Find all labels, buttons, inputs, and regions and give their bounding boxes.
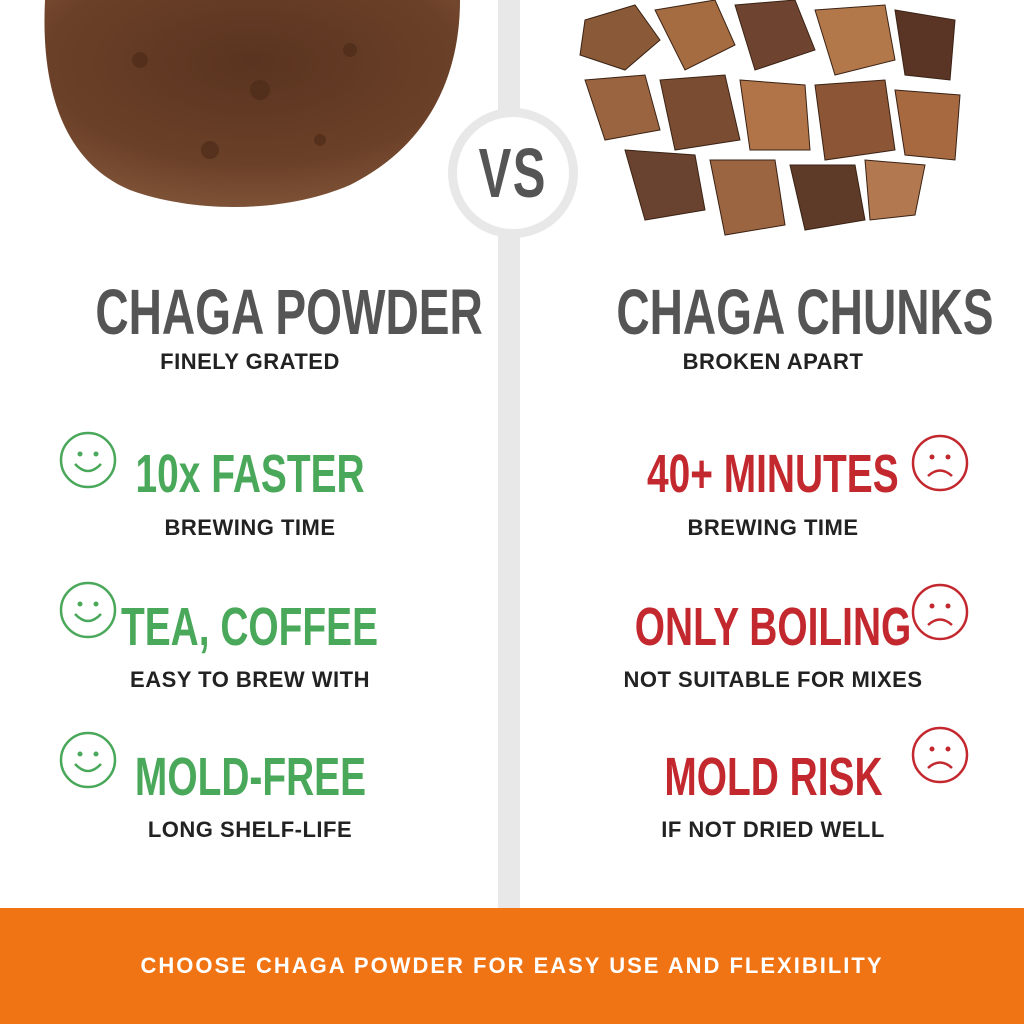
right-title: CHAGA CHUNKS xyxy=(543,275,1003,349)
left-title-text: CHAGA POWDER xyxy=(95,276,483,348)
banner-text: CHOOSE CHAGA POWDER FOR EASY USE AND FLE… xyxy=(140,953,884,978)
call-to-action-banner: CHOOSE CHAGA POWDER FOR EASY USE AND FLE… xyxy=(0,908,1024,1024)
vs-label: VS xyxy=(478,134,548,212)
right-feature-1-heading: 40+ MINUTES xyxy=(647,444,899,504)
right-feature-3-heading: MOLD RISK xyxy=(663,747,883,807)
right-feature-2-heading: ONLY BOILING xyxy=(634,597,912,657)
left-title: CHAGA POWDER xyxy=(20,275,483,349)
left-feature-3-heading: MOLD-FREE xyxy=(134,747,366,807)
smiley-face-icon xyxy=(59,731,117,789)
left-feature-1-detail: BREWING TIME xyxy=(164,515,336,540)
chaga-chunks-image xyxy=(579,0,961,236)
right-feature-3-detail: IF NOT DRIED WELL xyxy=(661,817,885,842)
sad-face-icon xyxy=(911,583,969,641)
left-feature-1-heading: 10x FASTER xyxy=(135,444,365,504)
smiley-face-icon xyxy=(59,581,117,639)
smiley-face-icon xyxy=(59,431,117,489)
right-feature-1-detail: BREWING TIME xyxy=(687,515,859,540)
left-feature-3-detail: LONG SHELF-LIFE xyxy=(147,817,353,842)
sad-face-icon xyxy=(911,434,969,492)
left-feature-2-detail: EASY TO BREW WITH xyxy=(130,667,370,692)
right-title-text: CHAGA CHUNKS xyxy=(616,276,994,348)
left-feature-2-heading: TEA, COFFEE xyxy=(121,597,379,657)
right-feature-2-detail: NOT SUITABLE FOR MIXES xyxy=(623,667,923,692)
chaga-powder-image xyxy=(44,0,460,208)
sad-face-icon xyxy=(911,726,969,784)
vs-badge: VS xyxy=(448,108,578,238)
left-subtitle: FINELY GRATED xyxy=(160,349,340,374)
right-subtitle: BROKEN APART xyxy=(682,349,864,374)
